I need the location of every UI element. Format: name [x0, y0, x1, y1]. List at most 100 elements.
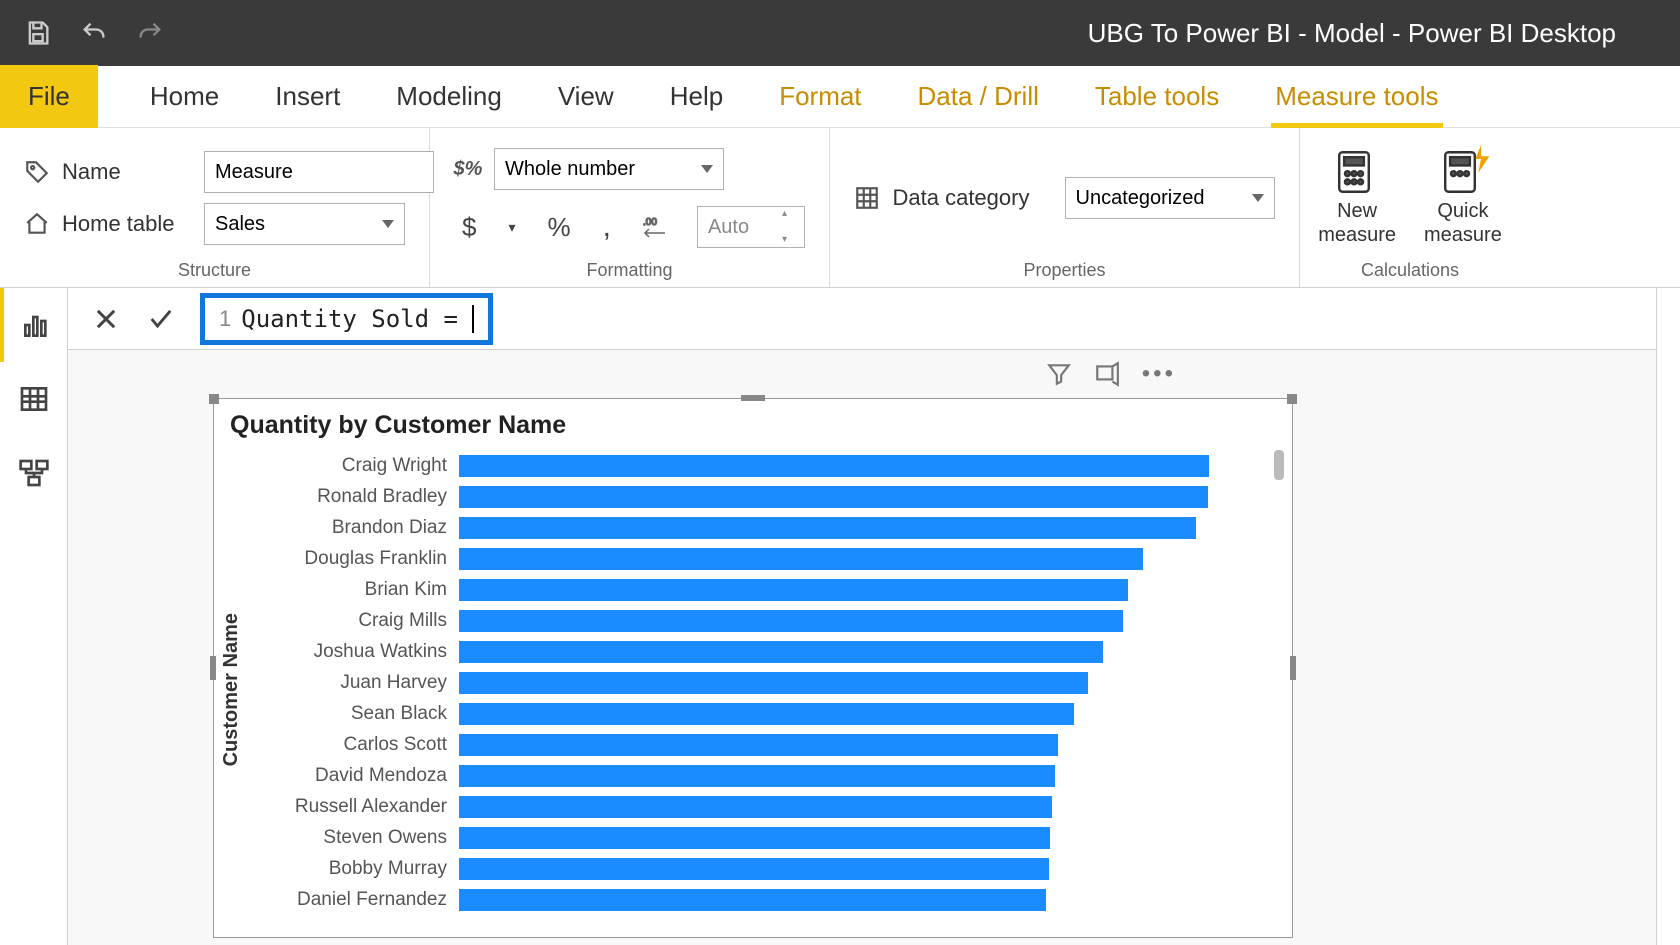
svg-text:.00: .00: [643, 217, 657, 228]
bar[interactable]: [459, 579, 1128, 601]
currency-dropdown-icon[interactable]: ▾: [500, 215, 523, 240]
more-options-icon[interactable]: •••: [1142, 360, 1176, 388]
ribbon-group-calculations: New measure Quick measure Calculations: [1300, 128, 1520, 287]
group-label-properties: Properties: [854, 260, 1275, 281]
new-measure-label: New measure: [1318, 199, 1396, 247]
bar[interactable]: [459, 548, 1143, 570]
tab-modeling[interactable]: Modeling: [392, 67, 506, 126]
resize-handle[interactable]: [1287, 394, 1297, 404]
ribbon-group-properties: Data category Uncategorized Properties: [830, 128, 1300, 287]
bar-row: Juan Harvey: [249, 667, 1262, 698]
bar[interactable]: [459, 796, 1052, 818]
ribbon-group-formatting: $% Whole number $ ▾ % , .00 Auto ▴▾ Form…: [430, 128, 830, 287]
data-category-select[interactable]: Uncategorized: [1065, 177, 1276, 219]
ribbon-group-structure: Name Home table Sales Structure: [0, 128, 430, 287]
new-measure-button[interactable]: New measure: [1318, 149, 1396, 247]
chart-title: Quantity by Customer Name: [214, 399, 1292, 446]
bar-label: Daniel Fernandez: [249, 889, 459, 911]
bar[interactable]: [459, 734, 1058, 756]
name-label: Name: [62, 159, 192, 185]
decimals-input[interactable]: Auto ▴▾: [697, 206, 805, 248]
home-table-value: Sales: [215, 213, 265, 236]
tab-measure-tools[interactable]: Measure tools: [1271, 67, 1442, 126]
collapsed-panes[interactable]: [1656, 288, 1680, 945]
tab-home[interactable]: Home: [146, 67, 223, 126]
bar-row: Russell Alexander: [249, 791, 1262, 822]
model-view-button[interactable]: [0, 436, 67, 510]
home-table-select[interactable]: Sales: [204, 203, 405, 245]
bar-label: Juan Harvey: [249, 672, 459, 694]
main-area: 1 Quantity Sold = •••: [0, 288, 1680, 945]
report-canvas[interactable]: ••• Quantity by Customer Name Customer N…: [68, 350, 1656, 945]
bar-label: Russell Alexander: [249, 796, 459, 818]
tab-format[interactable]: Format: [775, 67, 865, 126]
bar-chart-visual[interactable]: Quantity by Customer Name Customer Name …: [213, 398, 1293, 938]
view-switcher: [0, 288, 68, 945]
formula-cursor: [472, 305, 474, 333]
formula-input[interactable]: 1 Quantity Sold =: [200, 293, 493, 345]
bar-label: Steven Owens: [249, 827, 459, 849]
bar[interactable]: [459, 703, 1074, 725]
bar-row: Craig Mills: [249, 605, 1262, 636]
bar-label: Brian Kim: [249, 579, 459, 601]
quick-measure-button[interactable]: Quick measure: [1424, 149, 1502, 247]
bar[interactable]: [459, 827, 1050, 849]
formula-cancel-button[interactable]: [88, 301, 124, 337]
bar[interactable]: [459, 517, 1196, 539]
visual-header: •••: [1046, 360, 1176, 388]
data-category-label: Data category: [893, 185, 1053, 211]
title-bar: UBG To Power BI - Model - Power BI Deskt…: [0, 0, 1680, 66]
bar-label: Bobby Murray: [249, 858, 459, 880]
bar-label: Craig Mills: [249, 610, 459, 632]
filter-icon[interactable]: [1046, 361, 1072, 387]
measure-name-input[interactable]: [204, 151, 434, 193]
resize-handle[interactable]: [741, 395, 765, 401]
bar[interactable]: [459, 672, 1088, 694]
bar-row: Joshua Watkins: [249, 636, 1262, 667]
group-label-formatting: Formatting: [454, 260, 805, 281]
undo-icon[interactable]: [80, 19, 108, 47]
bar-row: Craig Wright: [249, 450, 1262, 481]
bars-container: Craig WrightRonald BradleyBrandon DiazDo…: [249, 446, 1292, 934]
bar[interactable]: [459, 610, 1123, 632]
bar[interactable]: [459, 641, 1103, 663]
data-view-button[interactable]: [0, 362, 67, 436]
tab-table-tools[interactable]: Table tools: [1091, 67, 1223, 126]
currency-button[interactable]: $: [454, 208, 484, 247]
tab-view[interactable]: View: [554, 67, 618, 126]
format-value: Whole number: [505, 158, 635, 181]
bar-label: Sean Black: [249, 703, 459, 725]
bar-row: David Mendoza: [249, 760, 1262, 791]
redo-icon[interactable]: [136, 19, 164, 47]
ribbon-tabs: File Home Insert Modeling View Help Format Dat…: [0, 66, 1680, 128]
report-view-button[interactable]: [0, 288, 67, 362]
decimals-button[interactable]: .00: [635, 211, 681, 243]
quick-measure-label: Quick measure: [1424, 199, 1502, 247]
y-axis-label: Customer Name: [214, 613, 249, 766]
bar[interactable]: [459, 455, 1209, 477]
bar-row: Daniel Fernandez: [249, 884, 1262, 915]
bar[interactable]: [459, 765, 1055, 787]
bar-row: Ronald Bradley: [249, 481, 1262, 512]
focus-mode-icon[interactable]: [1094, 361, 1120, 387]
decimals-placeholder: Auto: [708, 216, 749, 239]
scrollbar-thumb[interactable]: [1274, 450, 1284, 480]
bar[interactable]: [459, 858, 1049, 880]
ribbon: Name Home table Sales Structure $% Whole…: [0, 128, 1680, 288]
save-icon[interactable]: [24, 19, 52, 47]
bar[interactable]: [459, 889, 1046, 911]
comma-button[interactable]: ,: [595, 206, 619, 248]
tab-data-drill[interactable]: Data / Drill: [914, 67, 1043, 126]
resize-handle[interactable]: [209, 394, 219, 404]
tab-insert[interactable]: Insert: [271, 67, 344, 126]
bar-label: Ronald Bradley: [249, 486, 459, 508]
bar-row: Carlos Scott: [249, 729, 1262, 760]
tab-help[interactable]: Help: [666, 67, 727, 126]
bar-row: Brian Kim: [249, 574, 1262, 605]
tab-file[interactable]: File: [0, 65, 98, 128]
bar[interactable]: [459, 486, 1208, 508]
formula-commit-button[interactable]: [142, 301, 180, 337]
bar-label: Douglas Franklin: [249, 548, 459, 570]
format-select[interactable]: Whole number: [494, 148, 724, 190]
percent-button[interactable]: %: [540, 208, 579, 247]
